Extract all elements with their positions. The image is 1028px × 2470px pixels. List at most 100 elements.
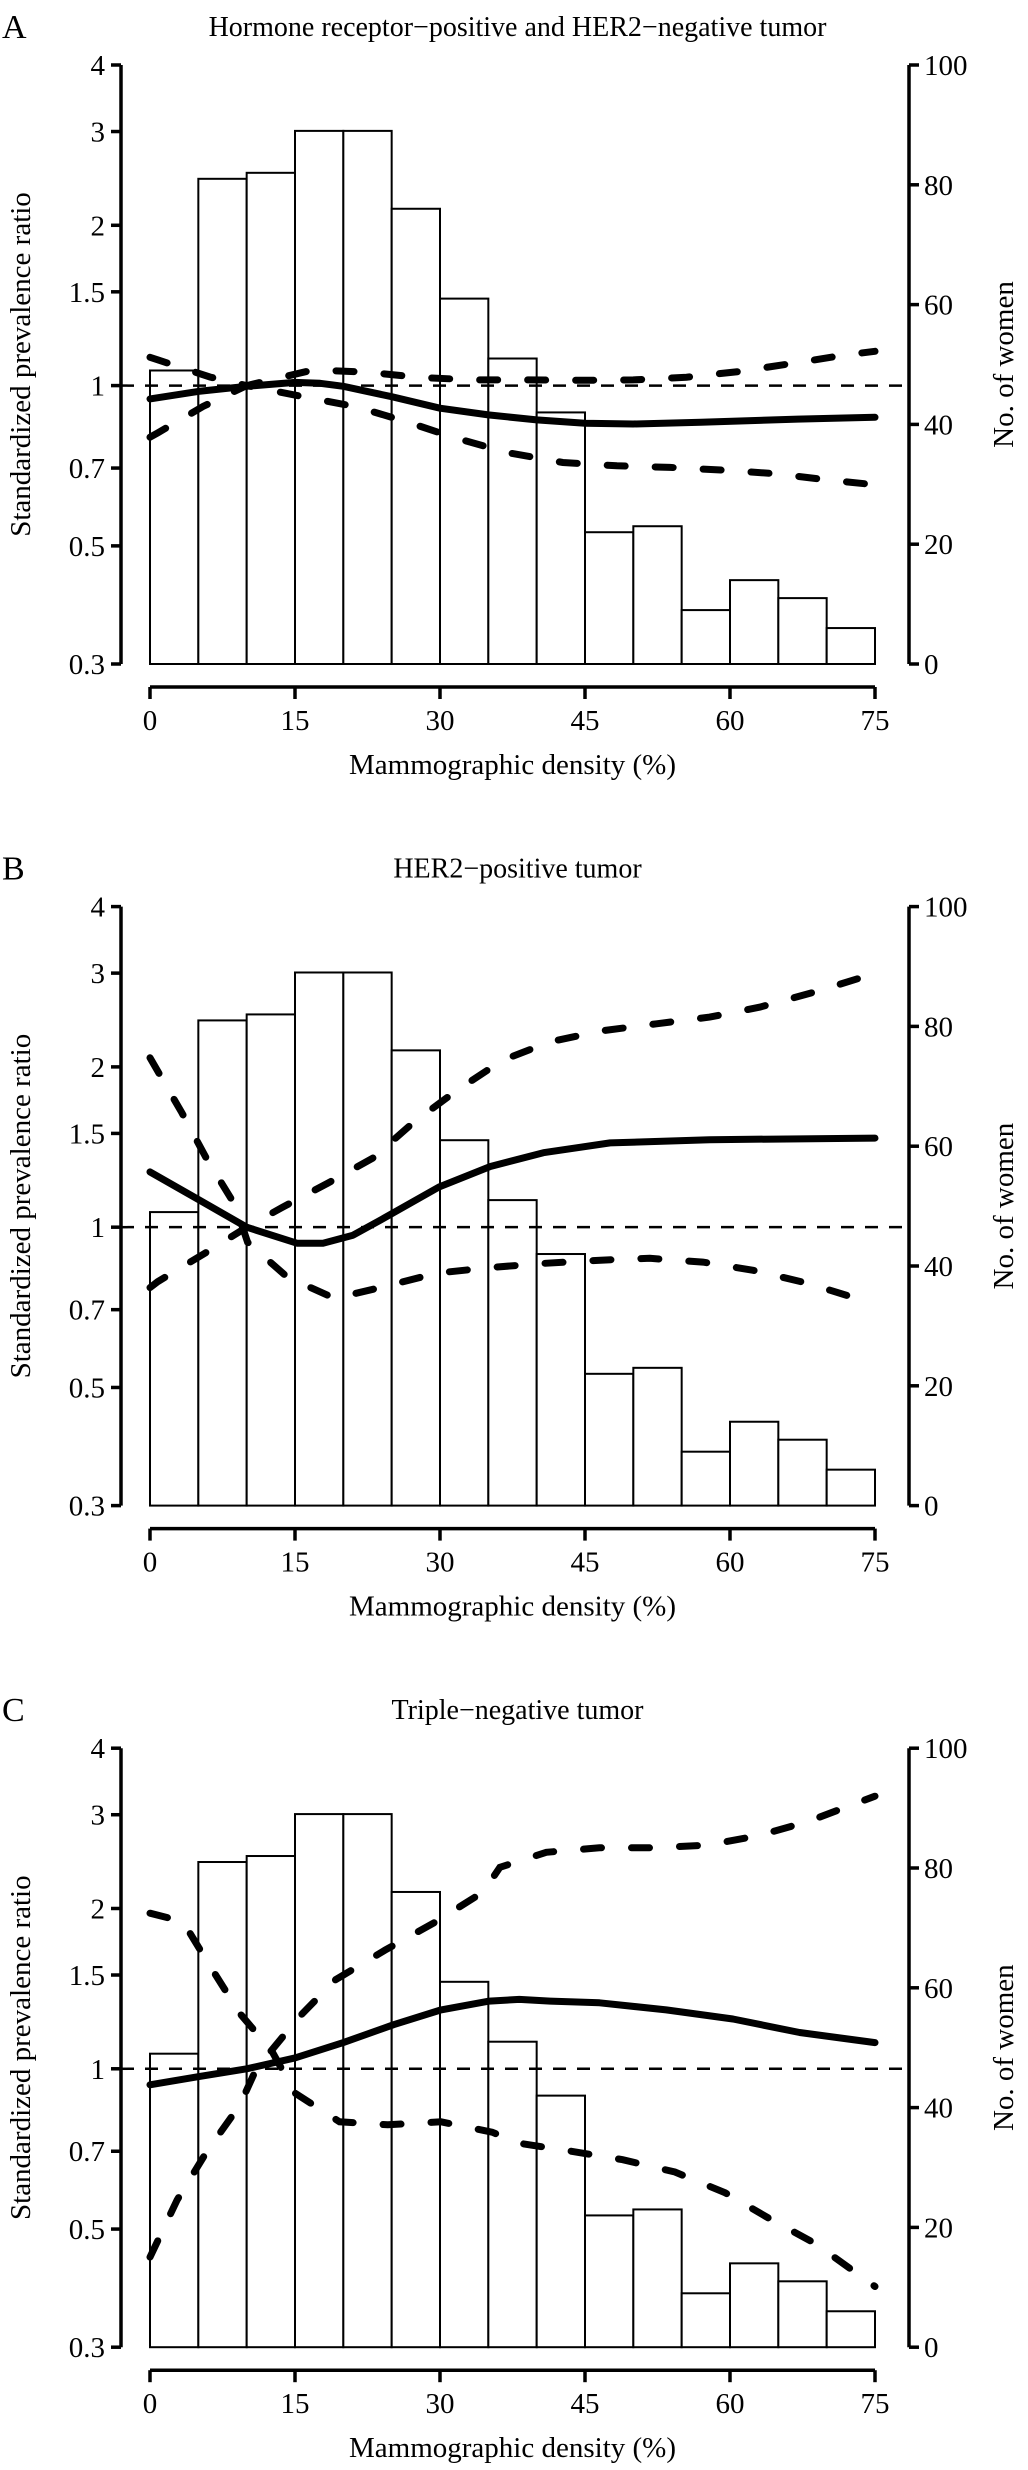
- estimate-line: [146, 1995, 879, 2089]
- left-tick-label: 4: [91, 1733, 106, 1765]
- x-axis-title: Mammographic density (%): [349, 1591, 676, 1623]
- histogram-bar: [729, 2262, 780, 2349]
- x-tick-label: 0: [143, 705, 158, 737]
- left-tick-label: 2: [91, 1052, 106, 1084]
- histogram-bar: [245, 171, 297, 665]
- histogram-bar: [487, 2040, 538, 2349]
- panel-title: Triple−negative tumor: [392, 1695, 645, 1726]
- histogram: [149, 1813, 877, 2349]
- histogram-bar: [197, 1861, 248, 2349]
- histogram-bar: [777, 597, 828, 665]
- left-axis-title: Standardized prevalence ratio: [5, 1875, 37, 2220]
- left-tick-label: 4: [91, 892, 106, 924]
- histogram: [149, 129, 877, 666]
- histogram-bar: [439, 1139, 490, 1507]
- x-tick-label: 30: [426, 1547, 455, 1579]
- right-tick-label: 20: [924, 529, 953, 561]
- left-tick-label: 3: [91, 1800, 106, 1832]
- histogram-bar: [584, 1372, 635, 1507]
- left-tick-label: 1: [91, 371, 106, 403]
- histogram: [149, 971, 877, 1507]
- x-tick-label: 0: [143, 1547, 158, 1579]
- histogram-bar: [825, 627, 877, 665]
- panel-letter: B: [2, 851, 25, 888]
- histogram-bar: [584, 2214, 635, 2349]
- right-tick-label: 0: [924, 649, 939, 681]
- x-tick-label: 15: [281, 2388, 310, 2420]
- panel-letter: A: [2, 9, 27, 46]
- left-tick-label: 0.3: [69, 649, 105, 681]
- histogram-bar: [777, 2280, 828, 2349]
- x-tick-label: 30: [426, 705, 455, 737]
- x-tick-label: 45: [571, 2388, 600, 2420]
- histogram-bar: [294, 1813, 345, 2349]
- left-axis-title: Standardized prevalence ratio: [5, 192, 37, 537]
- right-tick-label: 0: [924, 1491, 939, 1523]
- right-axis-title: No. of women: [988, 281, 1020, 448]
- left-tick-label: 1.5: [69, 1960, 105, 1992]
- confidence-interval-line: [146, 969, 879, 1292]
- histogram-bar: [439, 1980, 490, 2349]
- x-tick-label: 30: [426, 2388, 455, 2420]
- histogram-bar: [632, 2208, 683, 2349]
- histogram-bar: [149, 369, 200, 665]
- confidence-interval-line: [146, 347, 879, 390]
- confidence-interval-line: [146, 381, 879, 489]
- panel-title: Hormone receptor−positive and HER2−negat…: [209, 12, 828, 43]
- right-tick-label: 100: [924, 1733, 968, 1765]
- x-tick-label: 0: [143, 2388, 158, 2420]
- histogram-bar: [535, 411, 587, 666]
- right-tick-label: 80: [924, 170, 953, 202]
- histogram-bar: [197, 1019, 248, 1507]
- histogram-bar: [197, 177, 248, 665]
- histogram-bar: [680, 1450, 732, 1507]
- x-tick-label: 45: [571, 705, 600, 737]
- x-tick-label: 75: [861, 2388, 890, 2420]
- histogram-bar: [584, 531, 635, 665]
- x-axis-title: Mammographic density (%): [349, 749, 676, 781]
- x-tick-label: 75: [861, 1547, 890, 1579]
- right-tick-label: 80: [924, 1853, 953, 1885]
- x-tick-label: 15: [281, 1547, 310, 1579]
- x-axis-title: Mammographic density (%): [349, 2432, 676, 2464]
- x-tick-label: 75: [861, 705, 890, 737]
- panel-letter: C: [2, 1692, 25, 1729]
- left-tick-label: 2: [91, 1893, 106, 1925]
- left-tick-label: 0.5: [69, 2214, 105, 2246]
- x-tick-label: 45: [571, 1547, 600, 1579]
- right-tick-label: 100: [924, 50, 968, 82]
- left-tick-label: 3: [91, 958, 106, 990]
- left-tick-label: 1: [91, 1212, 106, 1244]
- right-tick-label: 80: [924, 1011, 953, 1043]
- panel-c: C Triple−negative tumor0.30.50.711.523402…: [2, 1692, 1020, 2464]
- histogram-bar: [535, 1253, 587, 1507]
- right-tick-label: 0: [924, 2332, 939, 2364]
- left-tick-label: 0.5: [69, 1372, 105, 1404]
- histogram-bar: [245, 1855, 297, 2349]
- x-tick-label: 60: [716, 705, 745, 737]
- left-tick-label: 0.7: [69, 1295, 105, 1327]
- left-tick-label: 1: [91, 2054, 106, 2086]
- left-tick-label: 0.5: [69, 531, 105, 563]
- histogram-bar: [149, 1211, 200, 1507]
- left-tick-label: 0.7: [69, 453, 105, 485]
- right-tick-label: 60: [924, 290, 953, 322]
- histogram-bar: [632, 1366, 683, 1507]
- histogram-bar: [632, 525, 683, 665]
- histogram-bar: [390, 207, 441, 665]
- x-tick-label: 60: [716, 2388, 745, 2420]
- left-tick-label: 3: [91, 117, 106, 149]
- right-tick-label: 100: [924, 892, 968, 924]
- right-axis-title: No. of women: [988, 1964, 1020, 2131]
- left-tick-label: 2: [91, 210, 106, 242]
- right-tick-label: 20: [924, 1371, 953, 1403]
- right-tick-label: 60: [924, 1973, 953, 2005]
- right-tick-label: 40: [924, 409, 953, 441]
- histogram-bar: [439, 297, 490, 665]
- histogram-bar: [342, 1813, 393, 2349]
- histogram-bar: [825, 1468, 877, 1507]
- left-tick-label: 0.3: [69, 1491, 105, 1523]
- right-axis-title: No. of women: [988, 1122, 1020, 1289]
- panel-title: HER2−positive tumor: [393, 854, 642, 885]
